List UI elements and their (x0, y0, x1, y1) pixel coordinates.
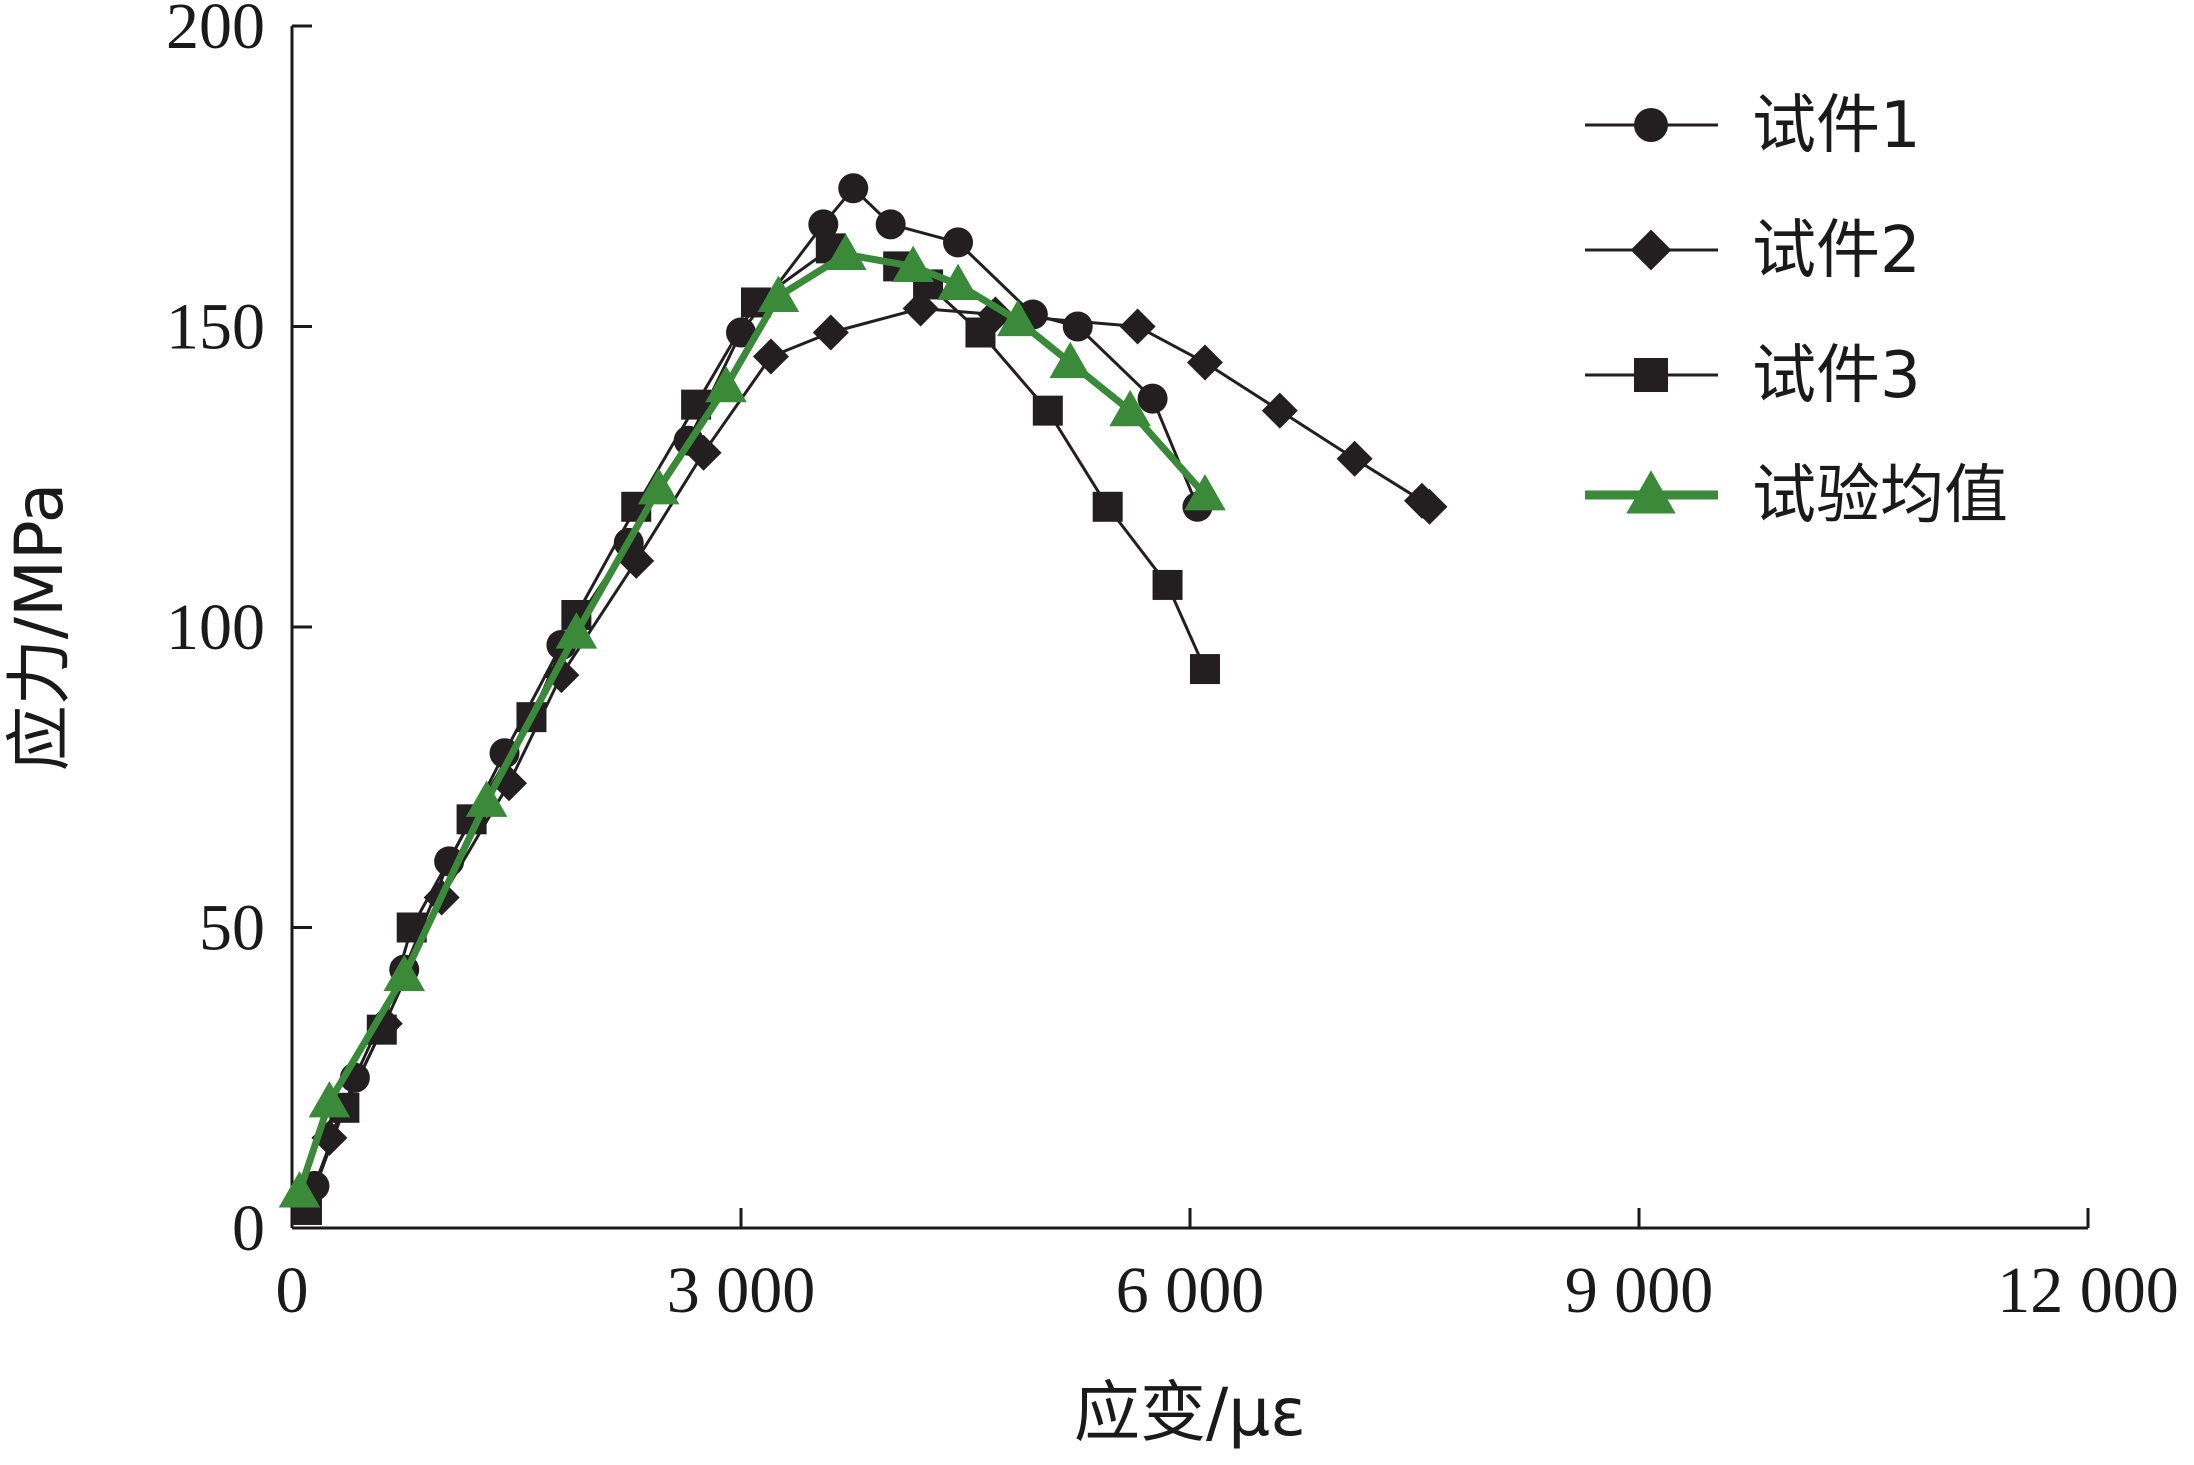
legend-item: 试件2 (1585, 214, 1921, 288)
data-point-circle (838, 173, 869, 204)
data-point-triangle (555, 612, 598, 649)
series-3 (291, 233, 1220, 1225)
y-tick-label: 50 (199, 892, 265, 965)
x-tick-label: 12 000 (1997, 1254, 2179, 1327)
data-point-triangle (278, 1171, 321, 1208)
data-point-circle (1062, 311, 1093, 342)
data-point-square (965, 317, 996, 348)
x-tick-label: 9 000 (1565, 1254, 1714, 1327)
data-point-triangle (1184, 473, 1226, 511)
data-point-triangle (824, 233, 867, 270)
series-2 (311, 290, 1448, 1156)
legend-item: 试件1 (1585, 89, 1921, 163)
data-point-diamond (812, 314, 849, 351)
legend: 试件1 试件2 试件3 试验均值 (1585, 89, 2008, 533)
data-point-circle (1137, 383, 1168, 414)
y-tick-label: 100 (166, 591, 265, 664)
x-tick-label: 0 (276, 1254, 309, 1327)
series-line (305, 246, 1207, 1211)
legend-item: 试验均值 (1585, 459, 2008, 533)
y-tick-label: 150 (166, 291, 265, 364)
series-4 (278, 233, 1226, 1208)
data-point-diamond (685, 434, 722, 471)
y-tick-label: 200 (166, 0, 265, 63)
data-point-diamond (618, 542, 655, 579)
data-point-diamond (1336, 440, 1373, 477)
x-tick-label: 3 000 (667, 1254, 816, 1327)
data-point-triangle (465, 780, 508, 817)
data-point-square (1189, 654, 1220, 685)
data-point-triangle (308, 1080, 351, 1118)
legend-marker-diamond (1630, 229, 1672, 271)
legend-marker-triangle (1626, 470, 1676, 514)
legend-marker-circle (1634, 108, 1668, 142)
data-point-square (1152, 569, 1183, 600)
data-point-triangle (892, 245, 934, 282)
legend-label: 试件2 (1752, 214, 1921, 288)
legend-label: 试件1 (1752, 89, 1921, 163)
data-point-triangle (1049, 341, 1092, 379)
series-line (328, 307, 1431, 1139)
data-point-triangle (705, 365, 747, 403)
data-point-circle (943, 227, 974, 258)
data-point-square (1092, 491, 1123, 522)
data-point-triangle (637, 467, 680, 505)
y-ticks: 0 50 100 150 200 (166, 0, 312, 1265)
series-line (296, 250, 1208, 1194)
data-point-circle (808, 209, 839, 240)
legend-label: 试验均值 (1752, 459, 2008, 533)
data-point-diamond (1411, 488, 1448, 525)
y-axis-title: 应力/MPa (1, 483, 78, 771)
data-point-triangle (757, 275, 800, 313)
series-layer (278, 173, 1448, 1225)
legend-item: 试件3 (1585, 339, 1921, 413)
data-point-triangle (997, 299, 1039, 337)
x-ticks: 0 3 000 6 000 9 000 12 000 (276, 1208, 2179, 1327)
x-axis-title: 应变/με (1074, 1374, 1306, 1451)
legend-marker-square (1634, 358, 1668, 392)
y-tick-label: 0 (232, 1192, 265, 1265)
series-1 (299, 173, 1213, 1201)
data-point-diamond (1119, 308, 1156, 345)
data-point-diamond (1261, 392, 1298, 429)
data-point-square (1032, 395, 1063, 426)
data-point-diamond (752, 338, 789, 375)
data-point-diamond (1186, 344, 1223, 381)
x-tick-label: 6 000 (1116, 1254, 1265, 1327)
data-point-triangle (383, 954, 426, 992)
data-point-triangle (937, 263, 979, 301)
legend-label: 试件3 (1752, 339, 1921, 413)
data-point-circle (875, 209, 906, 240)
data-point-triangle (1109, 389, 1151, 427)
data-point-diamond (902, 290, 939, 327)
